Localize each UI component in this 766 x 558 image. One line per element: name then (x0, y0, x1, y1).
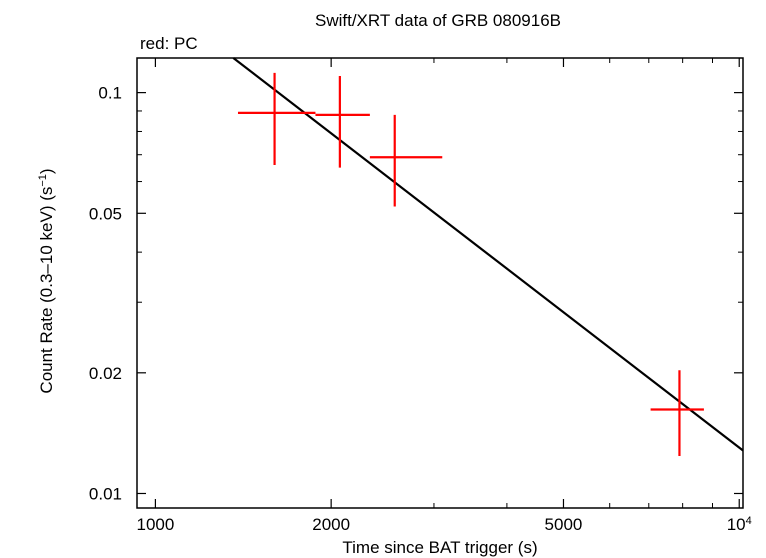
y-tick-label: 0.02 (89, 364, 122, 383)
data-point-pc (369, 114, 443, 207)
data-point-pc (315, 76, 370, 168)
y-axis-label: Count Rate (0.3–10 keV) (s−1) (37, 168, 56, 393)
x-tick-label: 104 (727, 515, 752, 534)
x-axis-label: Time since BAT trigger (s) (342, 538, 537, 557)
x-tick-label: 5000 (545, 515, 583, 534)
x-tick-label: 2000 (312, 515, 350, 534)
chart-title: Swift/XRT data of GRB 080916B (315, 11, 561, 30)
y-tick-label: 0.01 (89, 484, 122, 503)
legend-label: red: PC (140, 34, 198, 53)
y-tick-label: 0.05 (89, 204, 122, 223)
model-fit-line (232, 57, 744, 452)
data-point-pc (237, 72, 316, 165)
plot-frame (136, 57, 744, 509)
y-tick-label: 0.1 (98, 84, 122, 103)
x-tick-label: 1000 (136, 515, 174, 534)
data-point-pc (650, 370, 704, 457)
